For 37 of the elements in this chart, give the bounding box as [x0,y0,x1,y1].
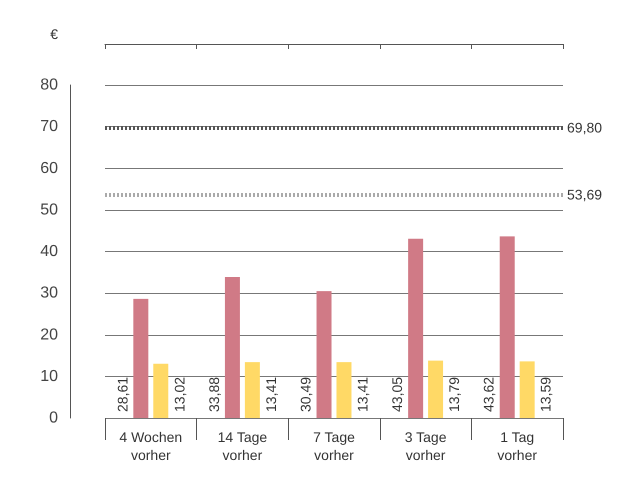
y-tick-label: 70 [40,118,58,136]
data-label: 13,41 [262,376,279,412]
x-tick-label: 4 Wochen vorher [119,429,182,463]
data-label: 30,49 [298,376,314,412]
bar [500,236,515,418]
data-label: 13,41 [354,376,370,412]
x-tick-label: 3 Tage vorher [404,429,447,463]
y-tick-label: 60 [40,160,58,177]
data-label: 13,79 [446,376,462,412]
bar [153,364,168,418]
bar [244,362,260,418]
y-tick-label: 20 [40,326,58,344]
ref-line-label: 69,80 [567,119,602,136]
y-tick-label: 40 [40,243,58,260]
x-tick-label: 7 Tage vorher [313,429,356,463]
y-tick-label: 10 [40,368,58,385]
y-tick-label: 0 [49,410,58,426]
y-tick-label: 80 [40,76,58,94]
x-tick-label: 1 Tag vorher [497,429,538,463]
bar [336,362,352,418]
bar [520,361,535,418]
bar [428,360,444,418]
data-label: 28,61 [114,376,130,412]
bar [224,276,240,418]
bar [133,298,148,418]
bar [316,291,332,418]
x-tick-label: 14 Tage vorher [218,429,268,463]
y-tick-label: 50 [40,201,58,218]
y-tick-label: 30 [40,284,58,302]
bar [408,238,424,418]
data-label: 33,88 [206,376,222,412]
data-label: 13,02 [171,376,188,412]
data-label: 43,05 [389,376,406,412]
y-axis-title: € [50,26,58,42]
ref-line-label: 53,69 [567,186,602,203]
data-label: 13,59 [538,376,554,412]
data-label: 43,62 [480,376,497,412]
